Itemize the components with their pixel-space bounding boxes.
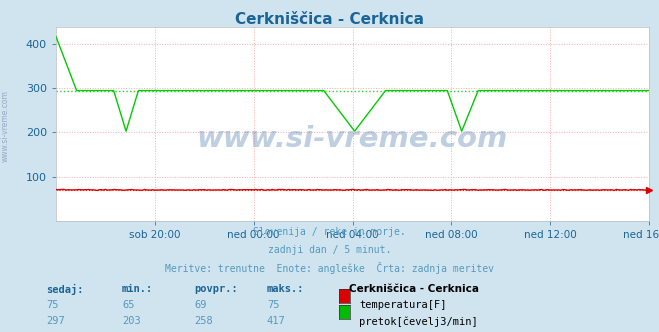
Text: 417: 417 — [267, 316, 285, 326]
Text: Cerkniščica - Cerknica: Cerkniščica - Cerknica — [235, 12, 424, 27]
Text: www.si-vreme.com: www.si-vreme.com — [197, 125, 508, 153]
Text: 203: 203 — [122, 316, 140, 326]
Text: zadnji dan / 5 minut.: zadnji dan / 5 minut. — [268, 245, 391, 255]
Text: 75: 75 — [46, 300, 59, 310]
Text: maks.:: maks.: — [267, 284, 304, 294]
Text: pretok[čevelj3/min]: pretok[čevelj3/min] — [359, 316, 478, 327]
Text: sedaj:: sedaj: — [46, 284, 84, 295]
Text: Cerkniščica - Cerknica: Cerkniščica - Cerknica — [349, 284, 479, 294]
Text: povpr.:: povpr.: — [194, 284, 238, 294]
Text: www.si-vreme.com: www.si-vreme.com — [1, 90, 10, 162]
Text: Slovenija / reke in morje.: Slovenija / reke in morje. — [253, 227, 406, 237]
Text: Meritve: trenutne  Enote: angleške  Črta: zadnja meritev: Meritve: trenutne Enote: angleške Črta: … — [165, 262, 494, 274]
Text: 69: 69 — [194, 300, 207, 310]
Text: 75: 75 — [267, 300, 279, 310]
Text: 297: 297 — [46, 316, 65, 326]
Text: temperatura[F]: temperatura[F] — [359, 300, 447, 310]
Text: 65: 65 — [122, 300, 134, 310]
Text: 258: 258 — [194, 316, 213, 326]
Text: min.:: min.: — [122, 284, 153, 294]
